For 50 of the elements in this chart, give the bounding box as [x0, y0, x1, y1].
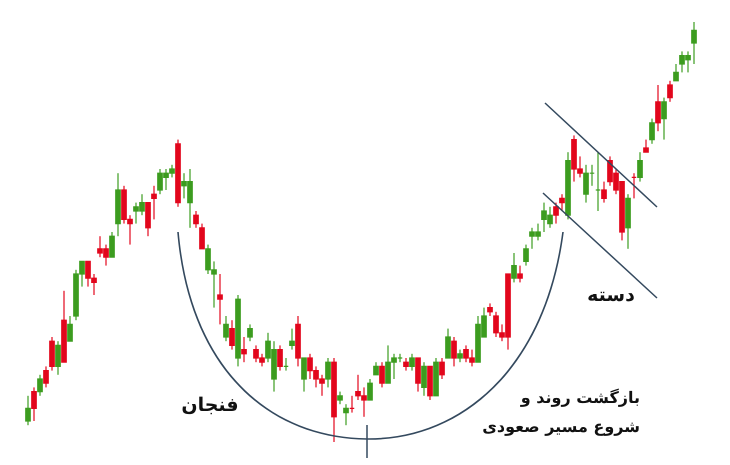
candlestick	[277, 344, 283, 372]
candlestick	[193, 210, 199, 228]
candlestick	[517, 265, 523, 283]
candlestick	[511, 252, 517, 283]
candlestick	[43, 366, 49, 388]
candlestick	[403, 357, 409, 372]
candlestick	[559, 194, 565, 212]
candlestick	[373, 362, 379, 376]
candlestick	[31, 386, 37, 422]
candlestick	[337, 391, 343, 405]
candlestick	[241, 336, 247, 363]
candlestick	[661, 97, 667, 140]
candlestick	[457, 349, 463, 363]
candlestick	[301, 357, 307, 392]
candlestick	[367, 378, 373, 401]
candlestick	[67, 315, 73, 342]
candlestick	[325, 357, 331, 388]
candlestick	[55, 340, 61, 376]
candlestick	[643, 139, 649, 153]
candlestick	[289, 328, 295, 350]
candlestick	[223, 315, 229, 342]
annotation: بازگشت روند و	[520, 388, 640, 407]
candlestick	[217, 273, 223, 325]
annotation: دسته	[587, 284, 636, 306]
candlestick	[109, 231, 115, 258]
candlestick	[523, 244, 529, 266]
candlestick	[439, 357, 445, 380]
candlestick	[451, 336, 457, 367]
candlestick	[421, 362, 427, 396]
candlestick	[655, 84, 661, 132]
candlestick	[691, 21, 697, 65]
candlestick	[553, 202, 559, 224]
candlestick	[409, 353, 415, 372]
annotation: شروع مسیر صعودی	[482, 417, 640, 436]
candlestick	[667, 80, 673, 102]
candlestick	[343, 404, 349, 426]
annotation: فنجان	[181, 394, 239, 416]
candlestick	[487, 302, 493, 317]
candlestick	[649, 118, 655, 144]
candlestick	[637, 152, 643, 182]
candlestick	[379, 362, 385, 388]
candlestick	[25, 395, 31, 426]
candlestick	[247, 324, 253, 342]
candlestick	[229, 320, 235, 350]
candlestick	[673, 63, 679, 82]
candlestick	[601, 181, 607, 204]
candlestick	[37, 374, 43, 396]
candlestick	[199, 223, 205, 250]
candlestick	[445, 328, 451, 359]
candlestick	[151, 185, 157, 220]
